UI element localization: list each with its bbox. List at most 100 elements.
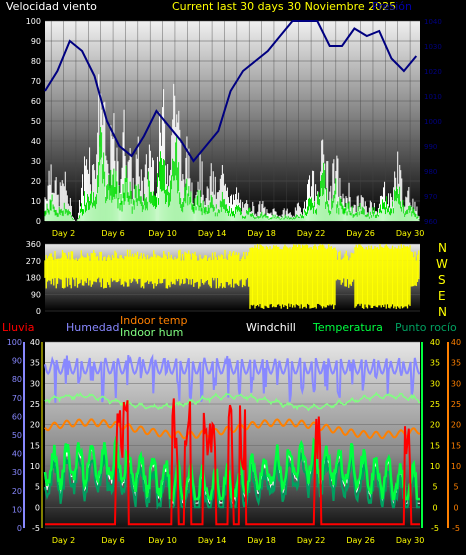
direction-y-tick: 360: [26, 240, 41, 249]
temp-right-tick: 30: [430, 379, 440, 388]
humidity-tick: 20: [12, 487, 22, 496]
indoor-temp-tick: 25: [451, 400, 461, 409]
temp-right-tick: 25: [430, 400, 440, 409]
compass-s: S: [438, 273, 446, 287]
wind-y-tick: 90: [31, 37, 41, 46]
temp-right-tick: -5: [431, 524, 439, 533]
wind-y-tick: 70: [31, 77, 41, 86]
wind-x-label: Day 10: [148, 229, 177, 238]
temp-left-tick: 40: [30, 338, 40, 347]
indoor-temp-tick: 15: [451, 441, 461, 450]
wind-panel-axes: 0102030405060708090100960970980990100010…: [26, 17, 442, 238]
indoor-temp-tick: -5: [452, 524, 460, 533]
humidity-tick: 100: [7, 338, 22, 347]
direction-y-tick: 180: [26, 274, 41, 283]
temp-left-tick: 20: [30, 421, 40, 430]
wind-y-tick: 60: [31, 97, 41, 106]
pressure-y-tick: 1010: [424, 93, 442, 101]
temp-right-tick: 15: [430, 441, 440, 450]
rain-line: [45, 398, 420, 526]
legend-indoor-hum: Indoor hum: [120, 326, 183, 339]
direction-panel-axes: 0 90 180 270 360: [26, 240, 41, 316]
period-title: Current last 30 days 30 Noviembre 2025: [172, 0, 396, 13]
temp-left-tick: 10: [30, 462, 40, 471]
temp-left-tick: 25: [30, 400, 40, 409]
humidity-line: [44, 353, 421, 403]
indoor-temp-tick: 20: [451, 421, 461, 430]
temp-right-tick: 10: [430, 462, 440, 471]
compass-w: W: [436, 257, 448, 271]
temp-left-tick: 0: [35, 503, 40, 512]
wind-y-tick: 40: [31, 137, 41, 146]
wind-y-tick: 0: [36, 217, 41, 226]
indoor-temp-tick: 5: [453, 483, 458, 492]
wind-y-tick: 80: [31, 57, 41, 66]
direction-panel-data: [44, 243, 420, 312]
pressure-title: Presión: [372, 0, 412, 13]
indoor-hum-line: [44, 391, 421, 412]
wind-y-tick: 20: [31, 177, 41, 186]
pressure-y-tick: 960: [424, 218, 437, 226]
indoor-temp-tick: 0: [453, 503, 458, 512]
pressure-y-tick: 970: [424, 193, 437, 201]
wind-x-label: Day 26: [346, 229, 375, 238]
compass-e: E: [438, 289, 446, 303]
wind-x-label: Day 22: [297, 229, 326, 238]
humidity-tick: 50: [12, 431, 22, 440]
wind-x-label: Day 2: [52, 229, 75, 238]
indoor-temp-tick: 35: [451, 359, 461, 368]
wind-x-label: Day 14: [198, 229, 227, 238]
temp-x-label: Day 26: [346, 536, 375, 545]
temp-x-label: Day 30: [396, 536, 425, 545]
legend-humedad: Humedad: [66, 321, 119, 334]
humidity-tick: 90: [12, 357, 22, 366]
temp-right-tick: 35: [430, 359, 440, 368]
temp-right-tick: 5: [432, 483, 437, 492]
legend-punto-rocio: Punto rocío: [395, 321, 457, 334]
temp-x-label: Day 14: [198, 536, 227, 545]
humidity-tick: 70: [12, 394, 22, 403]
legend-lluvia: Lluvia: [2, 321, 34, 334]
pressure-line: [44, 20, 418, 163]
wind-y-tick: 100: [26, 17, 41, 26]
wind-x-label: Day 6: [101, 229, 124, 238]
humidity-tick: 30: [12, 468, 22, 477]
compass-n-bottom: N: [438, 305, 447, 319]
temp-left-tick: 5: [35, 483, 40, 492]
temp-left-tick: -5: [32, 524, 40, 533]
temp-left-tick: 35: [30, 359, 40, 368]
temp-right-tick: 0: [432, 503, 437, 512]
humidity-tick: 80: [12, 375, 22, 384]
temp-x-label: Day 10: [148, 536, 177, 545]
legend-windchill: Windchill: [246, 321, 296, 334]
pressure-y-tick: 1040: [424, 18, 442, 26]
indoor-temp-tick: 10: [451, 462, 461, 471]
pressure-y-tick: 980: [424, 168, 437, 176]
temp-panel-data: [43, 353, 421, 526]
pressure-y-tick: 1020: [424, 68, 442, 76]
temp-right-tick: 40: [430, 338, 440, 347]
indoor-temp-tick: 40: [451, 338, 461, 347]
wind-x-label: Day 18: [247, 229, 276, 238]
humidity-tick: 0: [17, 524, 22, 533]
temp-x-label: Day 2: [52, 536, 75, 545]
humidity-tick: 60: [12, 412, 22, 421]
pressure-y-tick: 1000: [424, 118, 442, 126]
direction-y-tick: 90: [31, 290, 41, 299]
direction-y-tick: 270: [26, 257, 41, 266]
humidity-tick: 40: [12, 450, 22, 459]
pressure-y-tick: 990: [424, 143, 437, 151]
temp-x-label: Day 6: [101, 536, 124, 545]
temp-x-label: Day 22: [297, 536, 326, 545]
wind-panel-data: [44, 20, 420, 221]
temp-left-tick: 15: [30, 441, 40, 450]
temp-x-label: Day 18: [247, 536, 276, 545]
temp-left-tick: 30: [30, 379, 40, 388]
wind-x-label: Day 30: [396, 229, 425, 238]
direction-y-tick: 0: [36, 307, 41, 316]
legend-indoor-temp: Indoor temp: [120, 314, 187, 327]
wind-speed-title: Velocidad viento: [6, 0, 97, 13]
wind-y-tick: 50: [31, 117, 41, 126]
wind-y-tick: 10: [31, 197, 41, 206]
